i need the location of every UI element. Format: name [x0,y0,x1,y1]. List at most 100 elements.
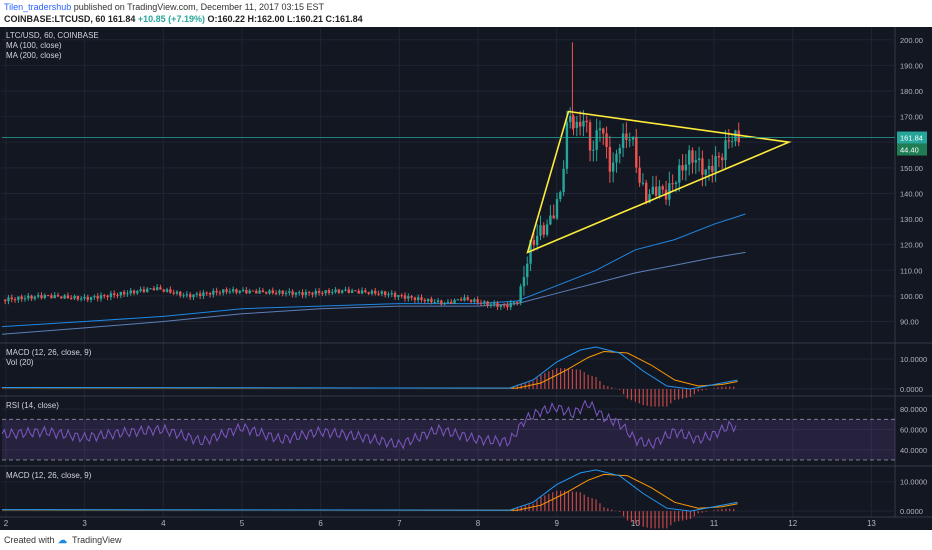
candle-body [413,297,417,301]
candle-body [397,295,400,297]
candle-body [271,290,275,294]
created-with-label: Created with [4,535,55,545]
candle-body [512,302,516,304]
footer: Created with ☁ TradingView [0,530,932,550]
rsi-line [1,399,737,450]
publish-line: Tilen_tradershub published on TradingVie… [4,2,324,12]
legend-entry: RSI (14, close) [6,401,59,410]
candle-body [241,290,245,292]
candle-body [248,290,251,294]
candle-body [625,133,628,140]
candle-body [36,295,40,297]
candle-body [592,149,595,151]
candle-body [403,295,407,299]
tradingview-brand-link[interactable]: TradingView [72,535,122,545]
candle-body [473,299,476,302]
candle-body [380,291,384,294]
candle-body [701,158,704,175]
candle-body [476,299,479,303]
rsi-band [2,419,895,460]
candle-body [684,164,688,171]
candle-body [420,297,423,300]
candle-body [175,291,179,294]
candle-body [602,128,605,134]
candle-body [549,215,552,225]
ma200-line [1,251,746,335]
candle-body [337,289,341,293]
y-tick-label: 90.00 [900,318,919,327]
candle-body [697,158,701,161]
y-tick-label: 180.00 [900,87,923,96]
candle-body [674,182,678,185]
candle-body [99,295,103,299]
candle-body [519,286,522,303]
candle-body [281,290,284,294]
candle-body [727,140,731,142]
chart-area[interactable]: 2345678910111213200.00190.00180.00170.00… [0,27,932,530]
candle-body [13,299,17,301]
candle-body [463,297,466,301]
candle-body [410,296,413,298]
candle-body [370,290,374,294]
candle-body [621,133,625,149]
candle-body [136,290,139,294]
candle-body [228,291,232,293]
candle-body [436,300,440,303]
candle-body [714,156,717,172]
candle-body [545,224,549,235]
candle-body [93,296,96,298]
candle-body [598,128,602,131]
candle-body [357,290,360,294]
last-price-badge [897,131,927,144]
candle-body [535,235,539,245]
candle-body [440,300,443,305]
candle-body [450,301,453,304]
last-price-label: 161.84 [900,134,923,143]
candle-body [96,296,99,299]
legend-entry: MACD (12, 26, close, 9) [6,348,92,357]
second-badge [897,143,927,156]
chart-svg[interactable]: 2345678910111213200.00190.00180.00170.00… [0,27,932,530]
candle-body [334,289,337,293]
candle-body [367,292,370,294]
candle-body [489,304,493,306]
candle-body [344,289,347,291]
candle-body [139,289,142,291]
author-link[interactable]: Tilen_tradershub [4,2,72,12]
candle-body [532,240,536,245]
candle-body [671,183,674,185]
candle-body [645,182,648,203]
candle-body [608,147,612,172]
candle-body [205,292,208,294]
candle-body [261,290,265,293]
candle-body [192,294,195,298]
candle-body [70,298,73,300]
candle-body [83,296,86,299]
candle-body [582,120,585,127]
x-tick-label: 11 [710,519,719,528]
x-tick-label: 7 [397,519,402,528]
candle-body [711,166,714,172]
candle-body [707,166,711,170]
symbol-label: COINBASE:LTCUSD, 60 [4,14,106,24]
candle-body [7,297,10,302]
candle-body [572,116,575,129]
candle-body [453,299,456,304]
candle-body [103,295,106,297]
second-label: 44.40 [900,146,919,155]
candle-body [109,293,113,298]
candle-body [268,290,271,294]
candle-body [641,182,645,184]
candle-body [509,302,512,308]
candle-body [218,292,222,294]
candle-body [678,165,681,183]
candle-body [569,116,572,123]
candle-body [539,225,542,236]
candle-body [86,296,89,300]
candle-body [542,225,545,235]
candle-body [694,160,697,163]
candle-body [314,290,317,295]
candle-body [212,290,215,295]
candle-body [628,139,631,141]
candle-body [172,292,175,294]
